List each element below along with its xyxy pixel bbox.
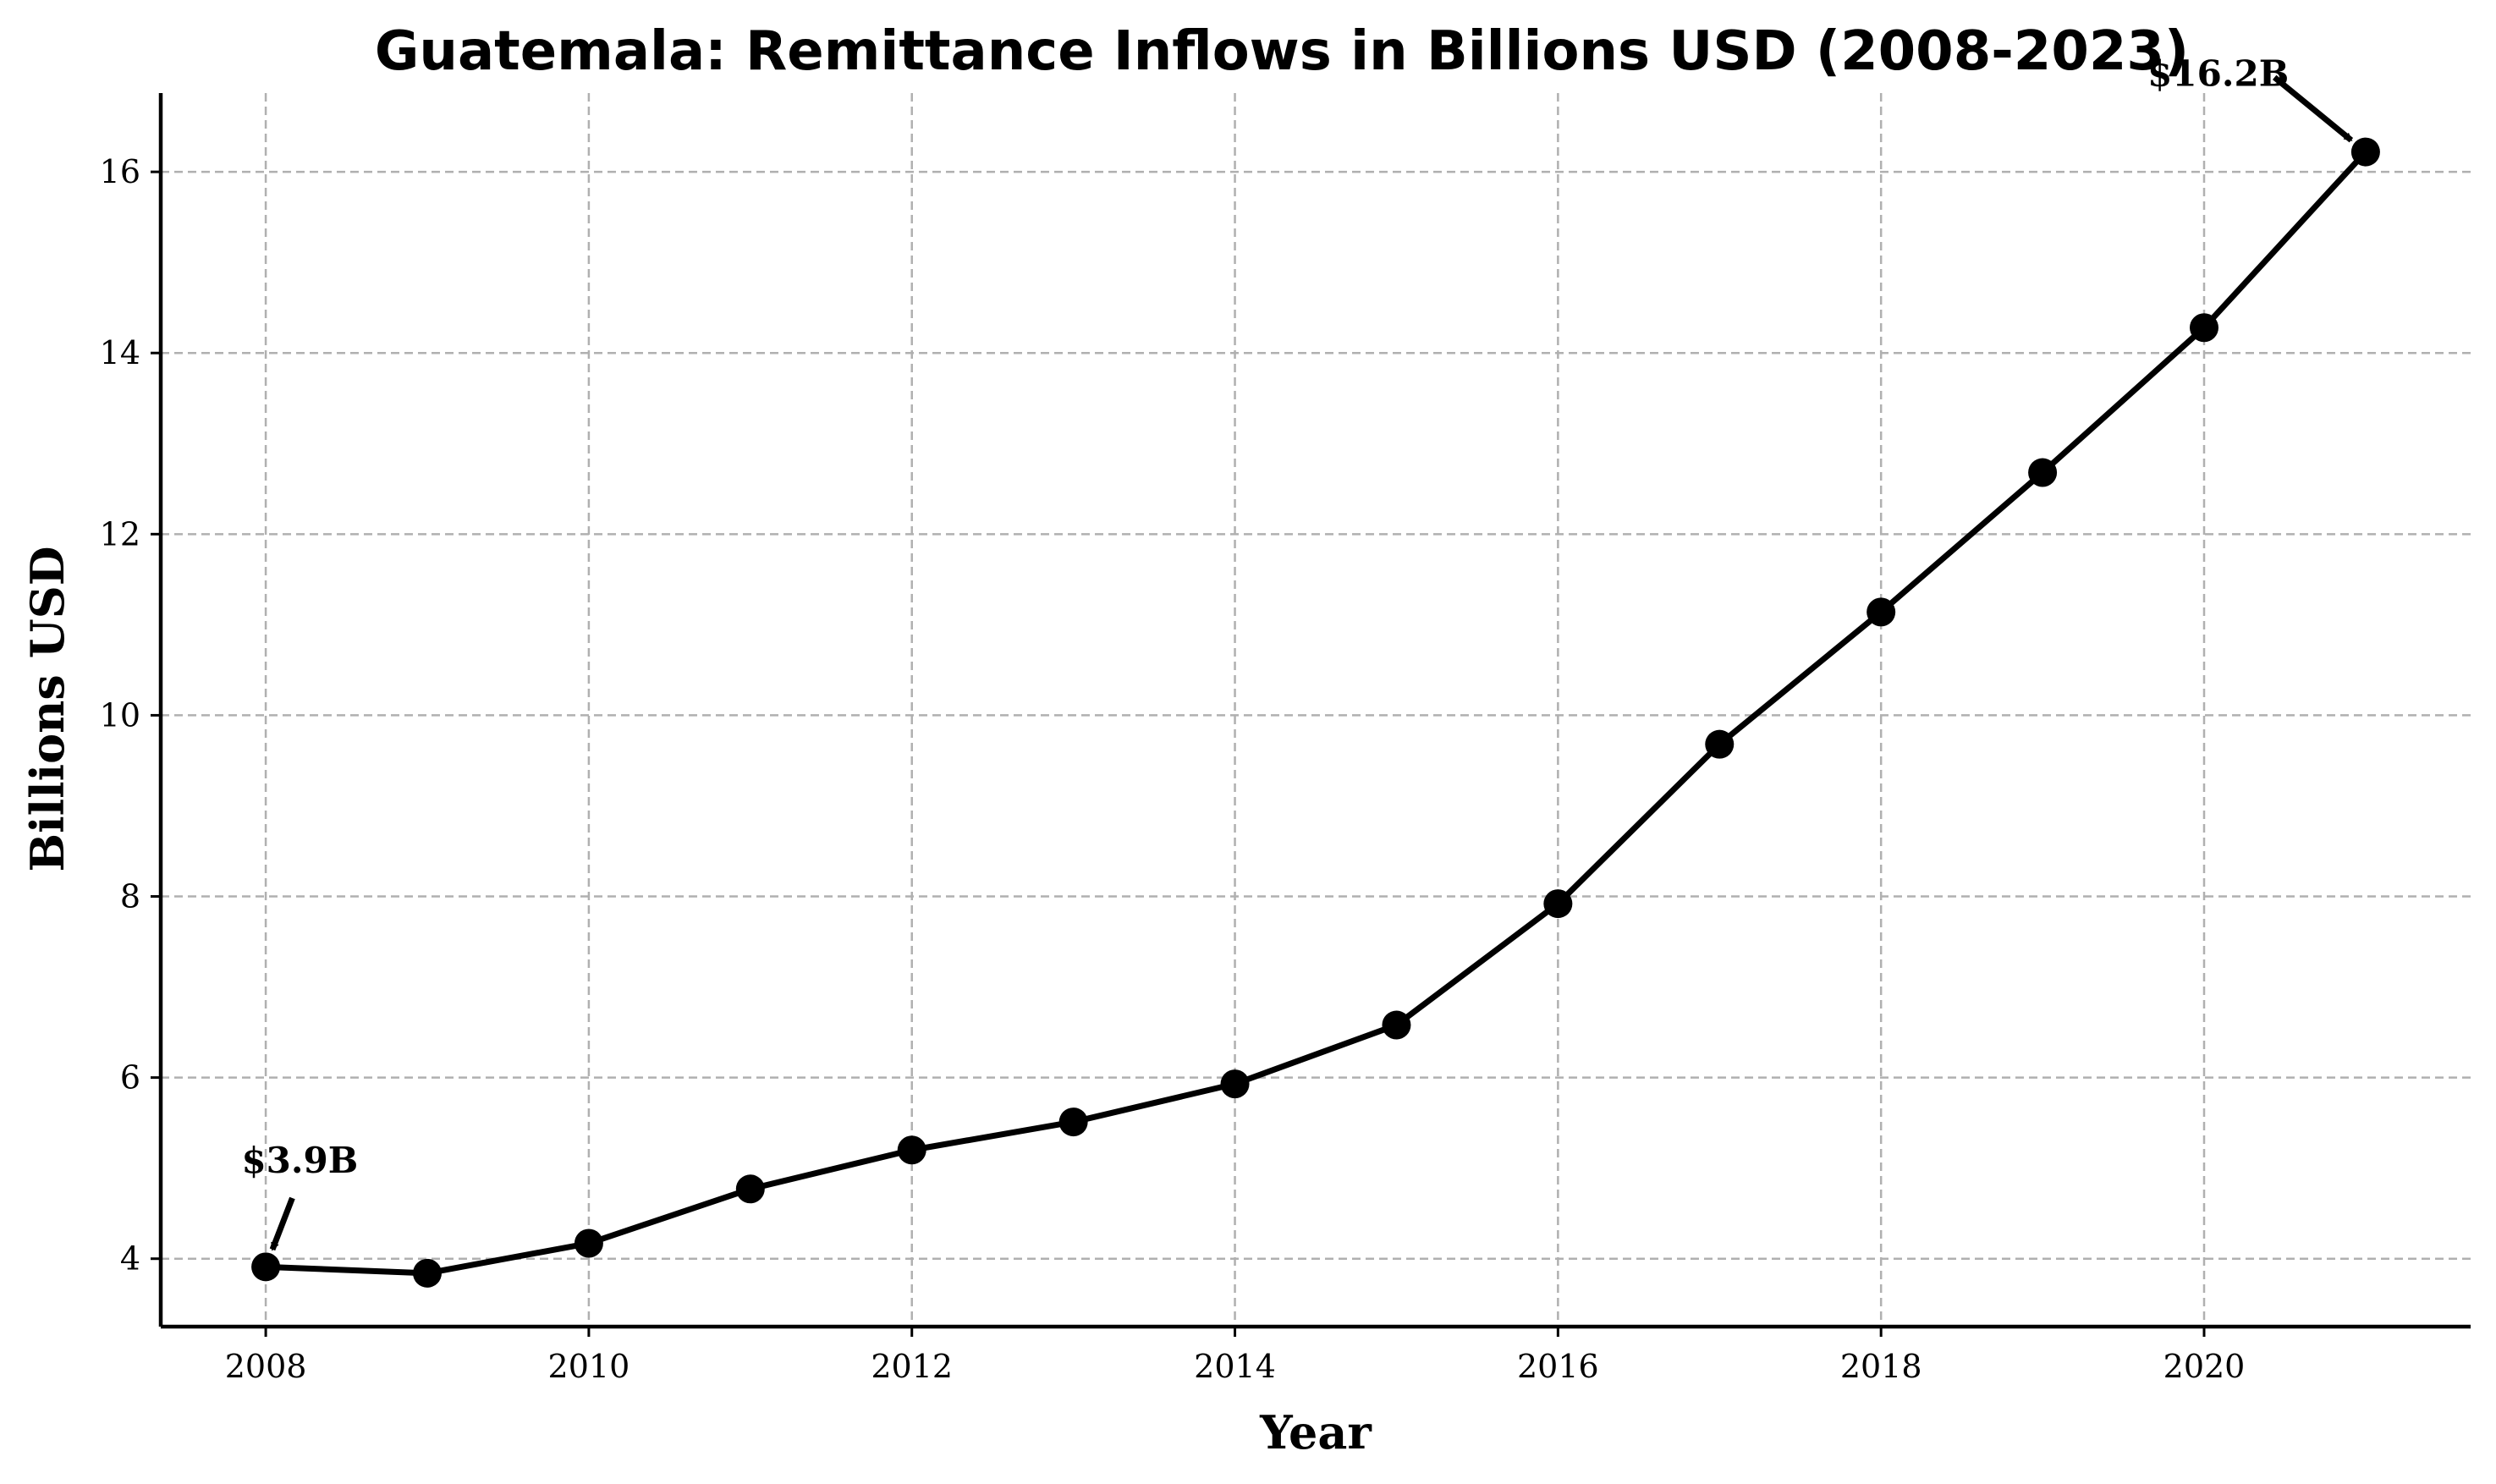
y-tick-label: 16 xyxy=(100,153,140,190)
annotation-arrow xyxy=(269,1196,295,1251)
x-tick-label: 2018 xyxy=(1840,1348,1922,1385)
axes: 2008 2010 2012 2014 2016 2018 2020 4 6 8 10 12 14 16 xyxy=(100,93,2471,1385)
x-tick-label: 2016 xyxy=(1517,1348,1599,1385)
series-line xyxy=(265,150,2368,1277)
annotation-arrow xyxy=(2272,74,2354,143)
x-tick-label: 2010 xyxy=(548,1348,630,1385)
y-tick-label: 4 xyxy=(120,1240,140,1278)
data-point xyxy=(1058,1108,1088,1137)
grid xyxy=(161,93,2471,1327)
y-axis-label: Billions USD xyxy=(20,546,74,871)
y-tick-label: 14 xyxy=(100,334,140,371)
y-tick-label: 10 xyxy=(100,696,140,734)
x-tick-label: 2014 xyxy=(1194,1348,1276,1385)
y-tick-label: 6 xyxy=(120,1059,140,1097)
annotation-label: $16.2B xyxy=(2147,52,2289,94)
data-point xyxy=(2350,137,2380,167)
data-point xyxy=(1543,889,1573,919)
data-point xyxy=(1867,597,1896,627)
data-point xyxy=(1220,1069,1250,1099)
data-point xyxy=(1382,1010,1411,1040)
data-point xyxy=(413,1258,442,1288)
chart-title: Guatemala: Remittance Inflows in Billion… xyxy=(375,20,2189,83)
data-point xyxy=(1705,729,1735,759)
x-tick-label: 2020 xyxy=(2163,1348,2246,1385)
y-tick-label: 8 xyxy=(120,878,140,915)
data-point xyxy=(897,1135,926,1165)
data-point xyxy=(574,1228,603,1258)
data-point xyxy=(251,1252,281,1282)
annotations: $3.9B $16.2B xyxy=(241,52,2354,1251)
series xyxy=(251,137,2380,1288)
data-point xyxy=(2028,458,2058,487)
annotation-label: $3.9B xyxy=(241,1140,358,1181)
x-axis-label: Year xyxy=(1259,1405,1372,1459)
data-point xyxy=(735,1174,765,1204)
x-tick-label: 2012 xyxy=(871,1348,953,1385)
x-tick-label: 2008 xyxy=(225,1348,307,1385)
data-point xyxy=(2190,313,2218,343)
y-tick-label: 12 xyxy=(100,515,140,552)
